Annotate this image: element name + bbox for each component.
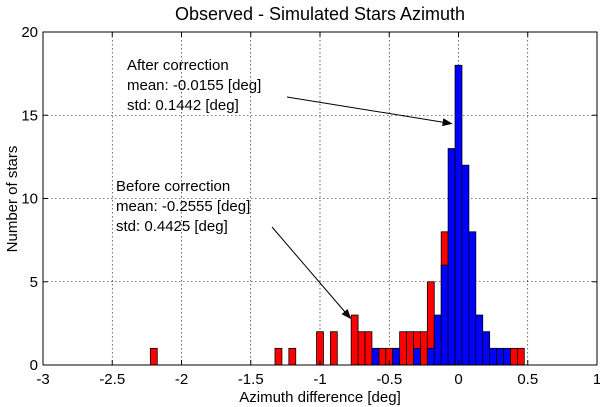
before-correction-bar bbox=[378, 347, 387, 366]
x-axis-label: Azimuth difference [deg] bbox=[239, 389, 400, 406]
y-tick-label: 15 bbox=[21, 107, 38, 124]
x-tick-label: -3 bbox=[36, 371, 49, 388]
before-correction-bar bbox=[516, 347, 525, 366]
before-correction-bar bbox=[350, 314, 359, 366]
after-correction-bar bbox=[489, 347, 497, 366]
after-correction-bar bbox=[440, 264, 449, 366]
y-tick-label: 5 bbox=[30, 274, 38, 291]
after-correction-bar bbox=[496, 347, 504, 366]
x-tick-labels: -3 -2.5 -2 -1.5 -1 -0.5 0 0.5 1 bbox=[36, 371, 600, 388]
y-tick-labels: 0 5 10 15 20 bbox=[21, 24, 38, 374]
before-correction-bar bbox=[288, 347, 297, 366]
before-correction-bar bbox=[329, 331, 338, 366]
before-correction-bar bbox=[406, 331, 414, 366]
after-correction-bar bbox=[503, 347, 511, 366]
chart-title: Observed - Simulated Stars Azimuth bbox=[175, 4, 465, 24]
annotation-after-line-2: mean: -0.0155 [deg] bbox=[127, 77, 261, 94]
annotation-before-line-3: std: 0.4425 [deg] bbox=[116, 218, 228, 235]
annotation-before-correction: Before correction mean: -0.2555 [deg] st… bbox=[116, 178, 352, 320]
x-tick-label: -2 bbox=[175, 371, 188, 388]
axis-ticks bbox=[42, 31, 598, 366]
x-tick-label: 1 bbox=[593, 371, 600, 388]
after-correction-bar bbox=[371, 347, 380, 366]
after-correction-bar bbox=[426, 347, 435, 366]
series-after-correction-bars bbox=[371, 64, 511, 366]
y-tick-label: 20 bbox=[21, 24, 38, 41]
x-tick-label: -1 bbox=[313, 371, 326, 388]
x-tick-label: -0.5 bbox=[376, 371, 402, 388]
y-tick-label: 0 bbox=[30, 357, 38, 374]
y-axis-label: Number of stars bbox=[4, 146, 21, 253]
after-correction-bar bbox=[461, 164, 470, 366]
before-correction-bar bbox=[399, 331, 407, 366]
after-correction-bar bbox=[433, 314, 442, 366]
before-correction-bar bbox=[364, 331, 373, 366]
after-correction-bar bbox=[475, 314, 484, 366]
annotation-after-line-3: std: 0.1442 [deg] bbox=[127, 97, 239, 114]
after-correction-bar bbox=[468, 231, 477, 366]
after-correction-bar bbox=[454, 64, 463, 366]
annotation-before-arrow bbox=[271, 226, 352, 320]
annotation-after-line-1: After correction bbox=[127, 57, 229, 74]
before-correction-bar bbox=[510, 347, 518, 366]
before-correction-bar bbox=[149, 347, 158, 366]
before-correction-bar bbox=[357, 331, 366, 366]
x-tick-label: 0.5 bbox=[517, 371, 538, 388]
x-tick-label: -2.5 bbox=[99, 371, 125, 388]
annotation-after-arrow bbox=[286, 96, 453, 127]
before-correction-bar bbox=[420, 331, 428, 366]
before-correction-bar bbox=[274, 347, 283, 366]
after-correction-bar bbox=[482, 331, 491, 366]
annotation-before-line-2: mean: -0.2555 [deg] bbox=[116, 198, 250, 215]
annotation-before-line-1: Before correction bbox=[116, 178, 230, 195]
after-correction-bar bbox=[392, 347, 401, 366]
after-correction-bar bbox=[413, 347, 421, 366]
y-tick-label: 10 bbox=[21, 191, 38, 208]
annotation-after-correction: After correction mean: -0.0155 [deg] std… bbox=[127, 57, 453, 127]
x-tick-label: -1.5 bbox=[238, 371, 264, 388]
x-tick-label: 0 bbox=[454, 371, 462, 388]
after-correction-bar bbox=[447, 148, 456, 366]
